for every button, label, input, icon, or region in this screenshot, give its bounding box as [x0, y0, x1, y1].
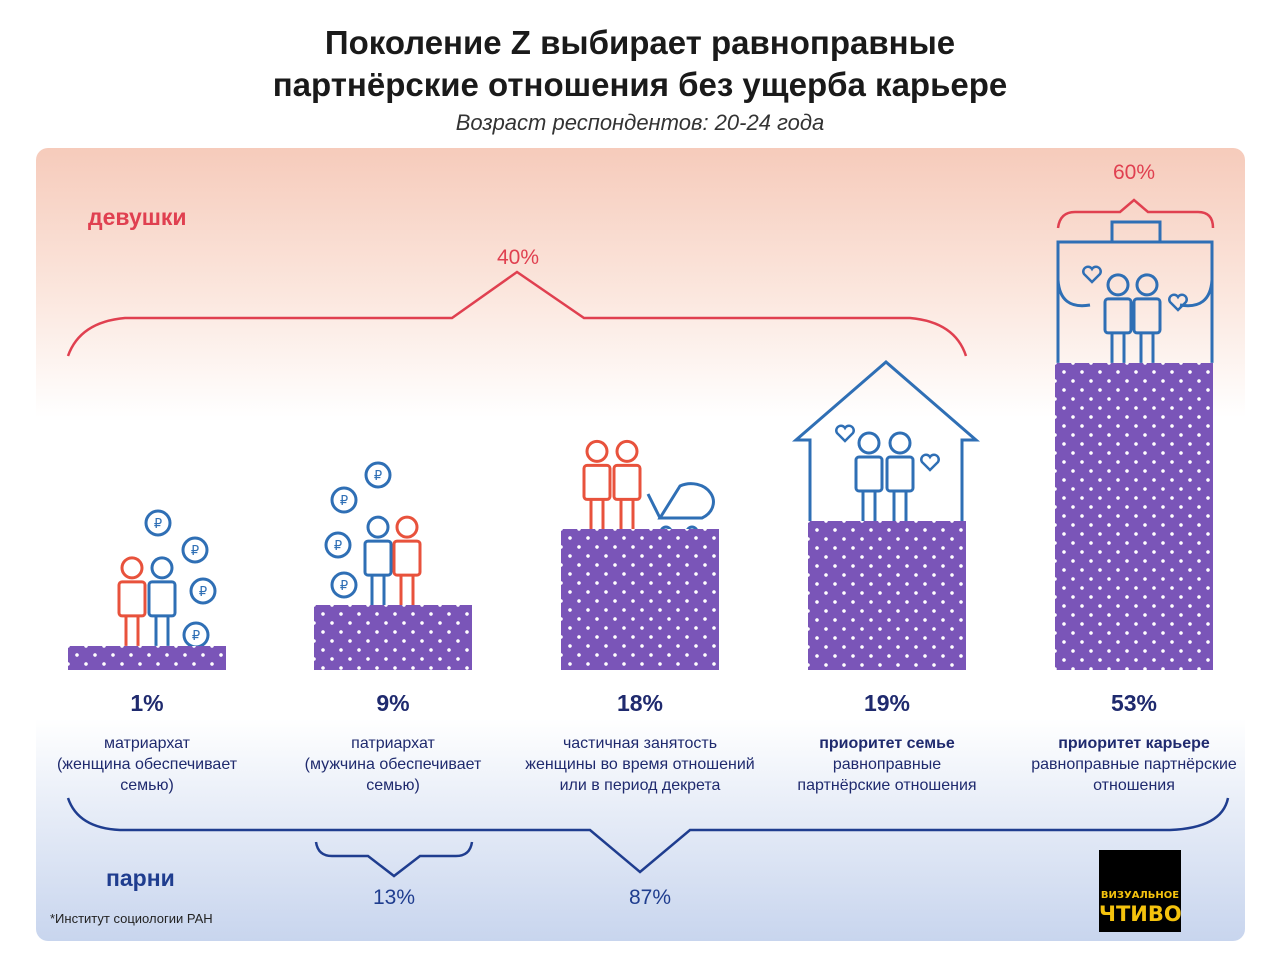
bar-5: [1055, 362, 1213, 670]
heart-icon: [835, 424, 855, 443]
category-label: матриархат (женщина обеспечивает семью): [27, 733, 267, 796]
chart-title: Поколение Z выбирает равноправные партнёр…: [272, 24, 1008, 103]
ruble-coin-icon: ₽: [182, 621, 210, 649]
svg-text:₽: ₽: [340, 494, 348, 509]
briefcase-icon: [1056, 220, 1214, 363]
category-line: отношения: [1093, 777, 1175, 794]
svg-text:₽: ₽: [340, 579, 348, 594]
category-bold: приоритет карьере: [1058, 735, 1210, 752]
category-line: (мужчина обеспечивает: [304, 756, 482, 773]
boys-brace-87: [66, 797, 1230, 874]
category-line: равноправные: [832, 756, 942, 773]
bar-2: [314, 605, 472, 670]
category-label: патриархат (мужчина обеспечивает семью): [273, 733, 513, 796]
bar-4: [808, 521, 966, 670]
category-label: частичная занятость женщины во время отно…: [520, 733, 760, 796]
category-line: или в период декрета: [559, 777, 721, 794]
category-line: женщины во время отношений: [525, 756, 755, 773]
value-label: 53%: [1110, 690, 1158, 716]
man-icon: [1103, 273, 1133, 363]
ruble-coin-icon: ₽: [330, 571, 358, 599]
man-icon: [363, 515, 393, 606]
category-line: частичная занятость: [562, 735, 718, 752]
house-icon: [791, 360, 981, 521]
ruble-coin-icon: ₽: [181, 536, 209, 564]
subtitle: Возраст респондентов: 20-24 года: [455, 110, 825, 135]
man-icon: [582, 439, 612, 530]
category-line: партнёрские отношения: [797, 777, 977, 794]
ruble-coin-icon: ₽: [364, 461, 392, 489]
girls-brace-40: [66, 270, 968, 357]
girls-label: девушки: [88, 204, 187, 230]
boys-87-percent: 87%: [628, 886, 672, 909]
ruble-coin-icon: ₽: [144, 509, 172, 537]
value-label: 9%: [376, 690, 410, 716]
woman-icon: [147, 556, 177, 646]
boys-13-percent: 13%: [372, 886, 416, 909]
heart-icon: [1168, 293, 1188, 312]
boys-brace-13: [314, 841, 474, 878]
svg-text:₽: ₽: [154, 517, 162, 532]
category-label: приоритет карьере равноправные партнёрски…: [1014, 733, 1254, 796]
category-line: матриархат: [103, 735, 191, 752]
logo: ВИЗУАЛЬНОЕ ЧТИВО: [1099, 850, 1182, 932]
girls-40-percent: 40%: [496, 246, 540, 269]
value-label: 18%: [616, 690, 664, 716]
svg-text:₽: ₽: [334, 539, 342, 554]
value-label: 19%: [863, 690, 911, 716]
svg-text:₽: ₽: [374, 469, 382, 484]
woman-icon: [612, 439, 642, 530]
boys-label: парни: [106, 865, 175, 891]
category-line: равноправные партнёрские: [1031, 756, 1237, 773]
heart-icon: [920, 453, 940, 472]
woman-icon: [1132, 273, 1162, 363]
ruble-coin-icon: ₽: [330, 486, 358, 514]
category-line: семью): [366, 777, 420, 794]
bar-3: [561, 529, 719, 670]
category-bold: приоритет семье: [819, 735, 955, 752]
bar-1: [68, 645, 226, 670]
ruble-coin-icon: ₽: [189, 577, 217, 605]
man-icon: [117, 556, 147, 646]
svg-text:₽: ₽: [191, 544, 199, 559]
svg-text:₽: ₽: [199, 585, 207, 600]
category-label: приоритет семье равноправные партнёрские о…: [767, 733, 1007, 796]
category-line: патриархат: [351, 735, 435, 752]
value-label: 1%: [130, 690, 164, 716]
footnote: *Институт социологии РАН: [50, 911, 213, 926]
girls-brace-60: [1056, 198, 1215, 229]
woman-icon: [392, 515, 422, 606]
ruble-coin-icon: ₽: [324, 531, 352, 559]
girls-60-percent: 60%: [1112, 161, 1156, 184]
heart-icon: [1082, 265, 1102, 284]
category-line: семью): [120, 777, 174, 794]
category-line: (женщина обеспечивает: [56, 756, 238, 773]
woman-icon: [885, 431, 915, 521]
man-icon: [854, 431, 884, 521]
svg-text:₽: ₽: [192, 629, 200, 644]
